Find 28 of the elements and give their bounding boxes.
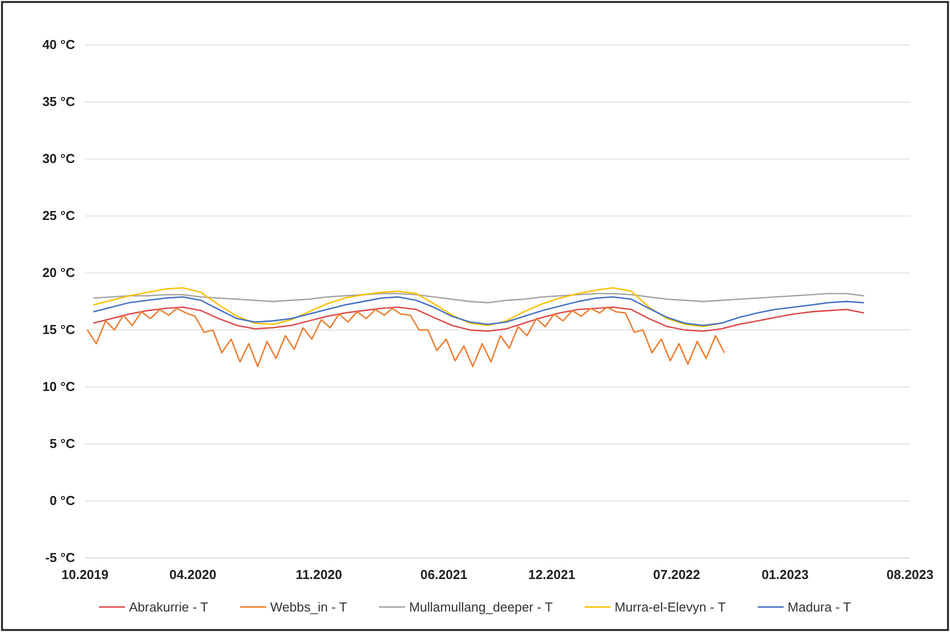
y-tick-label: 25 °C	[42, 208, 76, 224]
line-series	[92, 287, 722, 328]
x-tick-label: 07.2022	[653, 567, 700, 582]
y-tick-label: 0 °C	[50, 493, 76, 508]
y-tick-label: 35 °C	[42, 94, 76, 110]
x-tick-label: 06.2021	[420, 567, 468, 582]
y-tick-label: -5 °C	[45, 550, 76, 566]
legend-label: Madura - T	[788, 600, 852, 614]
legend-label: Mullamullang_deeper - T	[409, 600, 553, 614]
x-tick-label: 08.2023	[886, 567, 934, 582]
x-tick-label: 01.2023	[762, 567, 809, 582]
line-series	[92, 306, 865, 332]
line-series	[92, 296, 865, 326]
y-tick-label: 30 °C	[42, 151, 76, 166]
x-tick-label: 11.2020	[296, 567, 342, 582]
x-tick-label: 04.2020	[169, 567, 216, 582]
line-series	[86, 306, 726, 368]
x-tick-label: 10.2019	[62, 567, 108, 582]
y-tick-label: 20 °C	[42, 265, 76, 280]
y-tick-label: 10 °C	[42, 379, 76, 394]
legend-label: Abrakurrie - T	[129, 600, 208, 614]
y-tick-label: 15 °C	[42, 322, 76, 338]
line-series	[92, 292, 865, 304]
y-tick-label: 5 °C	[50, 436, 76, 452]
legend-label: Webbs_in - T	[270, 600, 348, 614]
legend-label: Murra-el-Elevyn - T	[614, 600, 726, 614]
x-tick-label: 12.2021	[528, 567, 576, 582]
y-tick-label: 40 °C	[42, 37, 76, 52]
